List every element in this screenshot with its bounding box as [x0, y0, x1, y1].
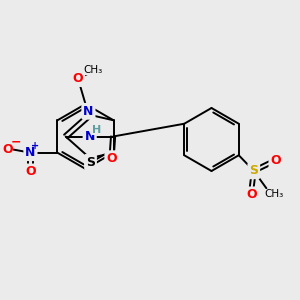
Text: N: N	[25, 146, 36, 159]
Text: O: O	[2, 142, 13, 156]
Text: CH₃: CH₃	[83, 65, 103, 75]
Text: CH₃: CH₃	[264, 189, 284, 199]
Text: O: O	[106, 152, 117, 165]
Text: O: O	[73, 72, 83, 85]
Text: O: O	[246, 188, 257, 201]
Text: H: H	[92, 125, 101, 135]
Text: S: S	[86, 156, 95, 169]
Text: S: S	[249, 164, 258, 177]
Text: O: O	[25, 165, 36, 178]
Text: N: N	[83, 105, 94, 118]
Text: O: O	[270, 154, 281, 167]
Text: N: N	[85, 130, 95, 143]
Text: +: +	[32, 141, 40, 151]
Text: −: −	[11, 136, 22, 149]
